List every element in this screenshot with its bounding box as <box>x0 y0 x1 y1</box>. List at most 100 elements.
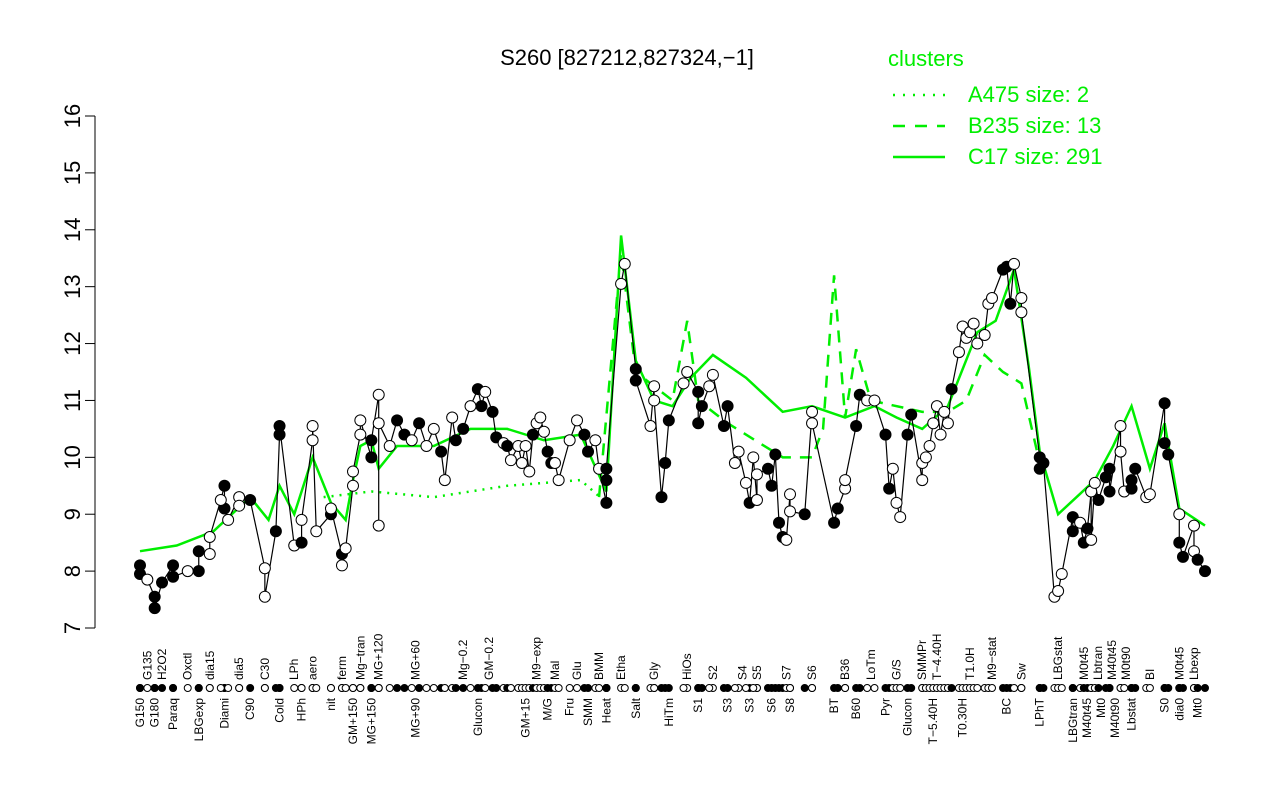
x-tick-label: Paraq <box>166 698 180 730</box>
x-tick-label: Mt0 <box>1094 698 1108 718</box>
rug-mark <box>341 684 350 692</box>
data-point <box>244 494 257 506</box>
data-point <box>798 508 811 521</box>
data-point <box>1114 420 1127 433</box>
data-point <box>222 513 235 526</box>
y-tick-label: 14 <box>60 218 85 242</box>
data-point <box>534 411 547 424</box>
x-tick-label: HiOs <box>680 653 694 680</box>
x-tick-label: Lbexp <box>1187 647 1201 680</box>
data-point <box>868 394 881 407</box>
data-point <box>850 420 863 433</box>
x-tick-label: BC <box>1000 698 1014 715</box>
data-point <box>167 570 180 583</box>
rug-mark <box>183 684 192 692</box>
x-tick-label: H2O2 <box>155 648 169 680</box>
data-point <box>1008 257 1021 270</box>
rug-mark <box>749 684 758 692</box>
x-tick-label: Glu <box>570 661 584 680</box>
data-point <box>192 565 205 578</box>
data-point <box>629 363 642 376</box>
data-point <box>148 602 161 615</box>
x-tick-label: M9−stat <box>985 636 999 680</box>
data-point <box>739 476 752 489</box>
series-lines <box>139 235 1206 553</box>
data-point <box>273 420 286 433</box>
rug-mark <box>896 684 905 692</box>
rug-mark <box>506 684 515 692</box>
x-tick-label: LBGtran <box>1066 698 1080 743</box>
x-tick-label: Mg−tran <box>353 636 367 680</box>
x-tick-label: C30 <box>258 658 272 680</box>
data-point <box>784 505 797 518</box>
rug-mark <box>694 684 703 692</box>
data-point <box>938 405 951 418</box>
data-point <box>578 428 591 441</box>
x-tick-label: T−5.40H <box>926 698 940 744</box>
data-point <box>1173 508 1186 521</box>
rug-mark <box>855 684 864 692</box>
x-tick-label: B36 <box>838 658 852 680</box>
x-tick-label: LPh <box>287 659 301 680</box>
rug-mark <box>260 684 269 692</box>
rug-mark <box>393 684 402 692</box>
x-tick-label: S3 <box>721 698 735 713</box>
data-point <box>901 428 914 441</box>
data-point <box>784 488 797 501</box>
y-tick-label: 10 <box>60 445 85 469</box>
data-point <box>773 516 785 529</box>
rug-mark <box>1178 684 1187 692</box>
data-point <box>750 468 763 481</box>
x-tick-label: dia5 <box>232 657 246 680</box>
x-tick-label: MG+120 <box>372 633 386 680</box>
data-point <box>214 494 227 506</box>
data-point <box>681 366 694 378</box>
rug-mark <box>400 684 409 692</box>
data-point <box>828 516 841 529</box>
rug-mark <box>415 684 424 692</box>
rug-mark <box>1193 684 1202 692</box>
rug-mark <box>1094 684 1103 692</box>
data-point <box>1191 553 1204 566</box>
data-point <box>1176 550 1189 563</box>
x-tick-label: G150 <box>133 698 147 728</box>
data-point <box>648 394 661 407</box>
data-point <box>765 479 778 492</box>
data-point <box>347 479 359 492</box>
x-tick-label: Gly <box>647 662 661 680</box>
x-tick-label: G/S <box>890 659 904 680</box>
x-tick-label: Mal <box>548 661 562 680</box>
rug-mark <box>800 684 809 692</box>
data-point <box>479 385 492 398</box>
x-tick-label: LoTm <box>864 649 878 680</box>
data-point <box>941 417 954 430</box>
data-point <box>258 562 271 575</box>
data-point <box>839 474 852 487</box>
x-tick-label: HPh <box>295 698 309 721</box>
data-point <box>295 513 308 526</box>
data-point <box>615 277 628 290</box>
rug-mark <box>741 684 750 692</box>
x-tick-label: G180 <box>148 698 162 728</box>
rug-mark <box>205 684 214 692</box>
data-point <box>372 417 385 430</box>
data-point <box>1055 567 1068 580</box>
legend-entry-c17: C17 size: 291 <box>968 144 1103 169</box>
x-tick-label: Heat <box>599 697 613 723</box>
rug-mark <box>1145 684 1154 692</box>
data-point <box>717 420 730 433</box>
rug-mark <box>216 684 225 692</box>
data-point <box>181 565 194 578</box>
x-tick-label: S6 <box>805 665 819 680</box>
data-point <box>695 400 708 413</box>
data-point <box>141 573 154 586</box>
data-point <box>1158 397 1171 410</box>
data-point <box>1199 565 1211 578</box>
data-point <box>750 494 763 506</box>
rug-mark <box>349 684 357 692</box>
data-point <box>1103 462 1116 475</box>
rug <box>136 684 1209 692</box>
rug-mark <box>1039 684 1048 692</box>
data-point <box>978 329 991 342</box>
data-point <box>600 474 613 487</box>
